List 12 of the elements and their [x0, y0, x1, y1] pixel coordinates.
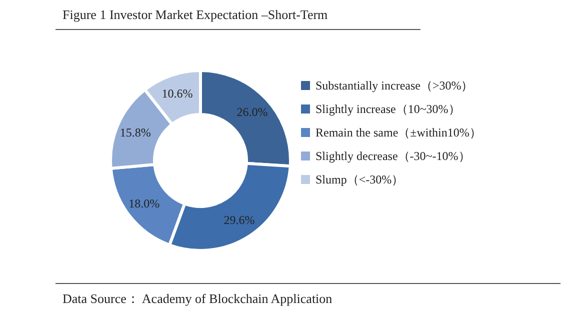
- legend-label: Substantially increase（>30%）: [316, 78, 474, 92]
- data-label: 29.6%: [224, 212, 255, 227]
- data-label: 26.0%: [236, 104, 268, 119]
- data-label: 15.8%: [120, 125, 151, 140]
- legend-label: Slump（<-30%）: [316, 172, 404, 186]
- data-label: 18.0%: [128, 196, 160, 211]
- legend-label: Slightly increase（10~30%）: [316, 102, 460, 116]
- legend-label: Remain the same（±within10%）: [316, 126, 482, 140]
- source-note: Data Source： Academy of Blockchain Application: [62, 291, 333, 306]
- data-label: 10.6%: [162, 86, 193, 100]
- chart-title: Figure 1 Investor Market Expectation –Short-Term: [62, 7, 328, 22]
- legend-label: Slightly decrease（-30~-10%）: [316, 149, 470, 163]
